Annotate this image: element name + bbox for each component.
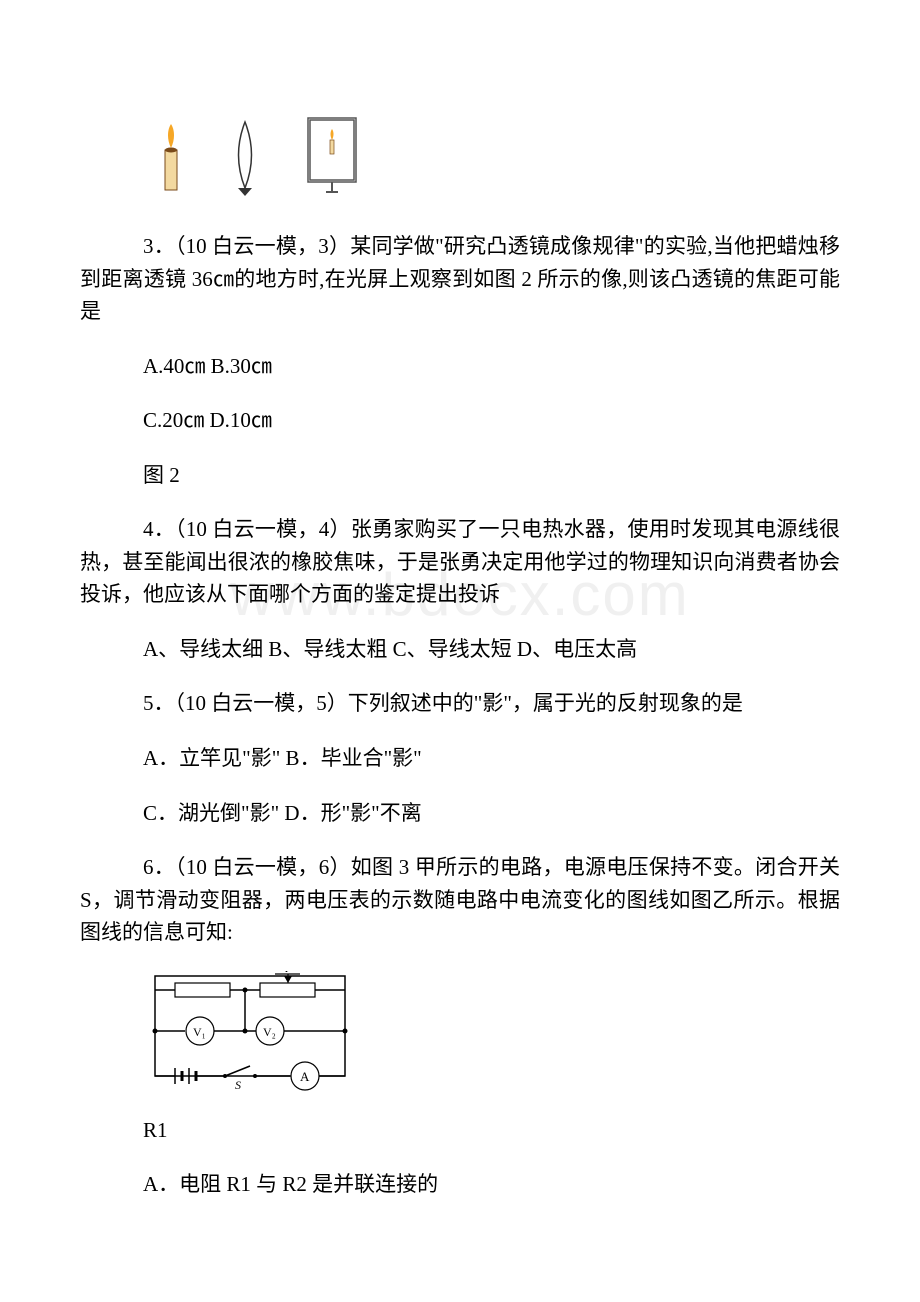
q6-option-a: A．电阻 R1 与 R2 是并联连接的 (80, 1168, 840, 1201)
q3-figure-label: 图 2 (80, 459, 840, 492)
q6-stem: 6．（10 白云一模，6）如图 3 甲所示的电路，电源电压保持不变。闭合开关 S… (80, 851, 840, 949)
q6-r1-label: R1 (80, 1114, 840, 1147)
q3-options-line2: C.20㎝ D.10㎝ (80, 404, 840, 437)
svg-text:P: P (284, 971, 292, 975)
svg-text:V₁: V₁ (193, 1025, 206, 1039)
q4-options: A、导线太细 B、导线太粗 C、导线太短 D、电压太高 (80, 633, 840, 666)
svg-text:S: S (235, 1078, 241, 1091)
q5-stem: 5．（10 白云一模，5）下列叙述中的"影"，属于光的反射现象的是 (80, 687, 840, 720)
svg-text:V₂: V₂ (263, 1025, 276, 1039)
q5-options-line2: C．湖光倒"影" D．形"影"不离 (80, 797, 840, 830)
q3-options-line1: A.40㎝ B.30㎝ (80, 350, 840, 383)
svg-text:A: A (300, 1069, 310, 1084)
q4-stem: 4．（10 白云一模，4）张勇家购买了一只电热水器，使用时发现其电源线很热，甚至… (80, 513, 840, 611)
q3-stem: 3．（10 白云一模，3）某同学做"研究凸透镜成像规律"的实验,当他把蜡烛移到距… (80, 230, 840, 328)
q3-figure (150, 110, 840, 200)
q5-options-line1: A．立竿见"影" B．毕业合"影" (80, 742, 840, 775)
q6-circuit-figure: P V₁ V₂ (150, 971, 840, 1096)
